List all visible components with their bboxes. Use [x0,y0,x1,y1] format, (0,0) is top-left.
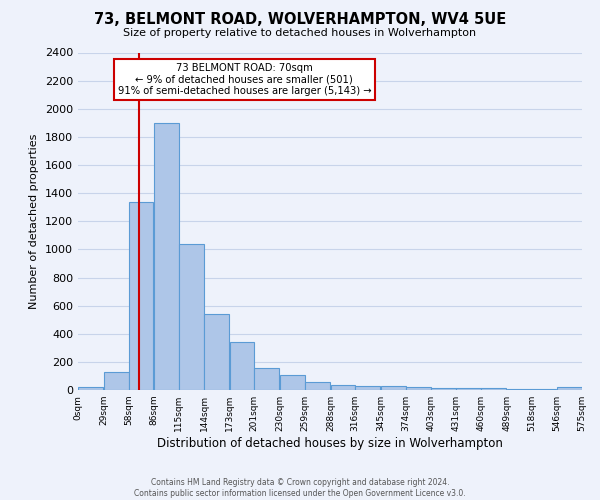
Bar [507,388,532,390]
Text: 73 BELMONT ROAD: 70sqm
← 9% of detached houses are smaller (501)
91% of semi-det: 73 BELMONT ROAD: 70sqm ← 9% of detached … [118,62,371,96]
Bar [230,342,254,390]
Y-axis label: Number of detached properties: Number of detached properties [29,134,40,309]
Bar [179,244,204,390]
Bar [154,123,179,390]
Bar [104,372,128,390]
Bar [78,387,103,390]
Bar [380,386,406,390]
Bar [456,388,481,390]
Bar [280,374,305,390]
Bar [481,388,506,390]
Bar [331,385,355,390]
Text: Size of property relative to detached houses in Wolverhampton: Size of property relative to detached ho… [124,28,476,38]
Bar [406,388,431,390]
Bar [557,387,582,390]
Bar [431,388,455,390]
Bar [254,368,280,390]
Bar [205,314,229,390]
Text: Contains HM Land Registry data © Crown copyright and database right 2024.
Contai: Contains HM Land Registry data © Crown c… [134,478,466,498]
X-axis label: Distribution of detached houses by size in Wolverhampton: Distribution of detached houses by size … [157,437,503,450]
Bar [305,382,330,390]
Bar [355,386,380,390]
Text: 73, BELMONT ROAD, WOLVERHAMPTON, WV4 5UE: 73, BELMONT ROAD, WOLVERHAMPTON, WV4 5UE [94,12,506,28]
Bar [129,202,153,390]
